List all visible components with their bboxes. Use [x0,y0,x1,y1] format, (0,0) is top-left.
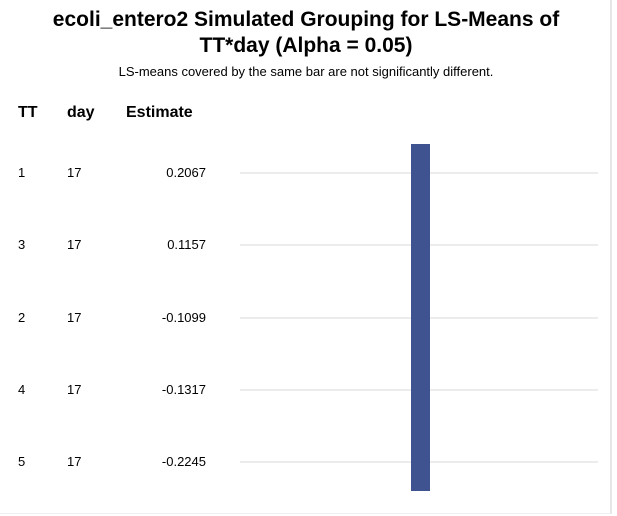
row-5-estimate: -0.2245 [161,454,206,469]
row-5-tt: 5 [18,454,26,469]
chart-title-line-2: TT*day (Alpha = 0.05) [199,34,413,57]
row-1-estimate: 0.2067 [166,165,206,180]
row-2-tt: 3 [18,237,26,252]
row-1-day: 17 [67,165,82,180]
row-5-day: 17 [67,454,82,469]
row-4-day: 17 [67,382,82,397]
column-header-tt: TT [18,104,38,121]
row-3-day: 17 [67,310,82,325]
chart-title-line-1: ecoli_entero2 Simulated Grouping for LS-… [52,8,560,31]
row-4-tt: 4 [18,382,26,397]
grouping-bar-1 [411,144,430,491]
chart-subtitle: LS-means covered by the same bar are not… [118,64,494,79]
row-4-estimate: -0.1317 [161,382,206,397]
row-2-day: 17 [67,237,82,252]
row-1-tt: 1 [18,165,26,180]
column-header-estimate: Estimate [126,104,193,121]
row-2-estimate: 0.1157 [167,237,206,252]
row-3-estimate: -0.1099 [161,310,206,325]
column-header-day: day [67,104,95,121]
row-3-tt: 2 [18,310,26,325]
